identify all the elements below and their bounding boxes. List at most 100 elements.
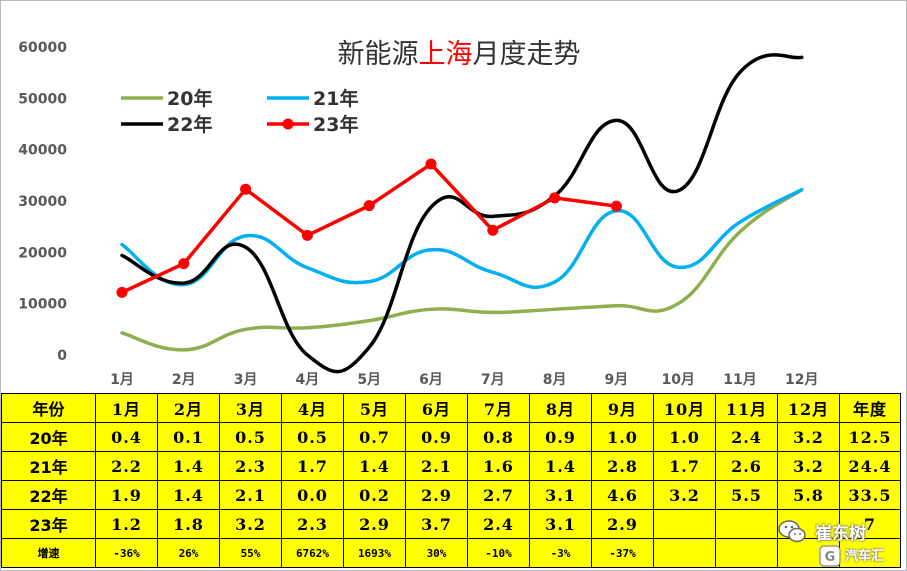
series-line-1 — [120, 187, 804, 352]
table-header-row: 年份 1月 2月 3月 4月 5月 6月 7月 8月 9月 10月 11月 12月 年度 — [1, 393, 901, 423]
table-row-header: 23年 — [1, 509, 96, 539]
table-cell: 3.1 — [529, 509, 592, 539]
table-cell: 2.1 — [405, 451, 468, 481]
x-tick-label: 2月 — [172, 372, 196, 388]
table-cell: 8月 — [529, 393, 592, 423]
x-tick-label: 11月 — [723, 372, 756, 388]
table-cell: 0.0 — [281, 480, 344, 510]
table-cell: 9月 — [591, 393, 654, 423]
table-cell: 0.2 — [343, 480, 406, 510]
series-markers — [116, 158, 622, 298]
table-cell: 0.8 — [467, 422, 530, 452]
table-cell: 2.8 — [591, 451, 654, 481]
table-cell: 11月 — [715, 393, 778, 423]
legend-label: 22年 — [167, 113, 212, 136]
table-cell: 1.4 — [157, 451, 220, 481]
table-cell: 3月 — [219, 393, 282, 423]
table-cell — [653, 509, 716, 539]
table-cell: 1.9 — [95, 480, 158, 510]
table-cell: 12.5 — [839, 422, 901, 452]
table-cell: 2.3 — [281, 509, 344, 539]
x-axis-ticks: 1月 2月 3月 4月 5月 6月 7月 8月 9月 10月 11月 12月 — [110, 372, 818, 388]
table-cell: 26% — [157, 538, 220, 568]
legend: 20年 21年 22年 23年 — [121, 87, 358, 136]
y-tick-label: 50000 — [18, 91, 67, 107]
table-cell: 1.4 — [343, 451, 406, 481]
table-row-header: 20年 — [1, 422, 96, 452]
table-row: 23年 1.2 1.8 3.2 2.3 2.9 3.7 2.4 3.1 2.9 7 — [1, 509, 901, 539]
table-row-header: 22年 — [1, 480, 96, 510]
table-cell: 0.7 — [343, 422, 406, 452]
table-cell: 0.9 — [405, 422, 468, 452]
table-cell: 年度 — [839, 393, 901, 423]
table-cell: 2.9 — [591, 509, 654, 539]
table-cell: 3.1 — [529, 480, 592, 510]
x-tick-label: 1月 — [110, 372, 134, 388]
table-row-header: 21年 — [1, 451, 96, 481]
x-tick-label: 5月 — [357, 372, 381, 388]
table-cell: -3% — [529, 538, 592, 568]
table-cell: 2月 — [157, 393, 220, 423]
y-axis-ticks: 0 10000 20000 30000 40000 50000 60000 — [18, 40, 67, 364]
table-cell: 12月 — [777, 393, 840, 423]
table-cell: 1.0 — [653, 422, 716, 452]
table-cell — [777, 509, 840, 539]
series-point — [487, 224, 499, 236]
table-cell: 0.1 — [157, 422, 220, 452]
x-tick-label: 9月 — [605, 372, 629, 388]
table-cell: 30% — [405, 538, 468, 568]
x-tick-label: 4月 — [296, 372, 320, 388]
y-tick-label: 0 — [57, 348, 67, 364]
x-tick-label: 12月 — [785, 372, 818, 388]
table-cell: 3.2 — [219, 509, 282, 539]
x-tick-label: 8月 — [543, 372, 567, 388]
table-row: 22年 1.9 1.4 2.1 0.0 0.2 2.9 2.7 3.1 4.6 3.2 5.5 5.8 3… — [1, 480, 901, 510]
x-tick-label: 6月 — [419, 372, 443, 388]
chart-title-part-highlight: 上海 — [419, 39, 473, 70]
y-tick-label: 60000 — [18, 40, 67, 56]
table-cell: 0.4 — [95, 422, 158, 452]
table-cell: 7 — [839, 509, 901, 539]
y-tick-label: 30000 — [18, 194, 67, 210]
chart-title-part: 新能源 — [338, 39, 419, 70]
table-cell: 24.4 — [839, 451, 901, 481]
table-cell: 2.4 — [467, 509, 530, 539]
table-cell — [839, 538, 901, 568]
table-cell: 4月 — [281, 393, 344, 423]
x-tick-label: 10月 — [661, 372, 694, 388]
table-cell: 3.2 — [777, 451, 840, 481]
table-cell: 2.4 — [715, 422, 778, 452]
table-cell: 1.2 — [95, 509, 158, 539]
series-point — [425, 158, 437, 170]
y-tick-label: 20000 — [18, 245, 67, 261]
series-line-3 — [120, 53, 804, 374]
table-cell: 1月 — [95, 393, 158, 423]
chart-title-part: 月度走势 — [473, 39, 581, 70]
series-point — [301, 229, 313, 241]
table-cell: 2.3 — [219, 451, 282, 481]
table-cell: 1.7 — [281, 451, 344, 481]
table-cell: 1.6 — [467, 451, 530, 481]
table-cell — [777, 538, 840, 568]
table-cell: 6月 — [405, 393, 468, 423]
series-point — [363, 200, 375, 212]
table-cell — [715, 509, 778, 539]
table-cell: 2.9 — [343, 509, 406, 539]
table-cell: 5.8 — [777, 480, 840, 510]
table-cell: 0.5 — [281, 422, 344, 452]
x-tick-label: 3月 — [234, 372, 258, 388]
table-row-header: 增速 — [1, 538, 96, 568]
table-cell: 1.4 — [157, 480, 220, 510]
table-cell: 7月 — [467, 393, 530, 423]
table-cell: 2.6 — [715, 451, 778, 481]
legend-label: 21年 — [313, 87, 358, 110]
table-cell: 2.7 — [467, 480, 530, 510]
table-cell: 0.5 — [219, 422, 282, 452]
series-point — [178, 258, 190, 270]
table-row-header: 年份 — [1, 393, 96, 423]
y-tick-label: 40000 — [18, 143, 67, 159]
table-cell: 6762% — [281, 538, 344, 568]
series-point — [116, 286, 128, 298]
series-lines — [120, 53, 804, 374]
table-cell: 2.2 — [95, 451, 158, 481]
